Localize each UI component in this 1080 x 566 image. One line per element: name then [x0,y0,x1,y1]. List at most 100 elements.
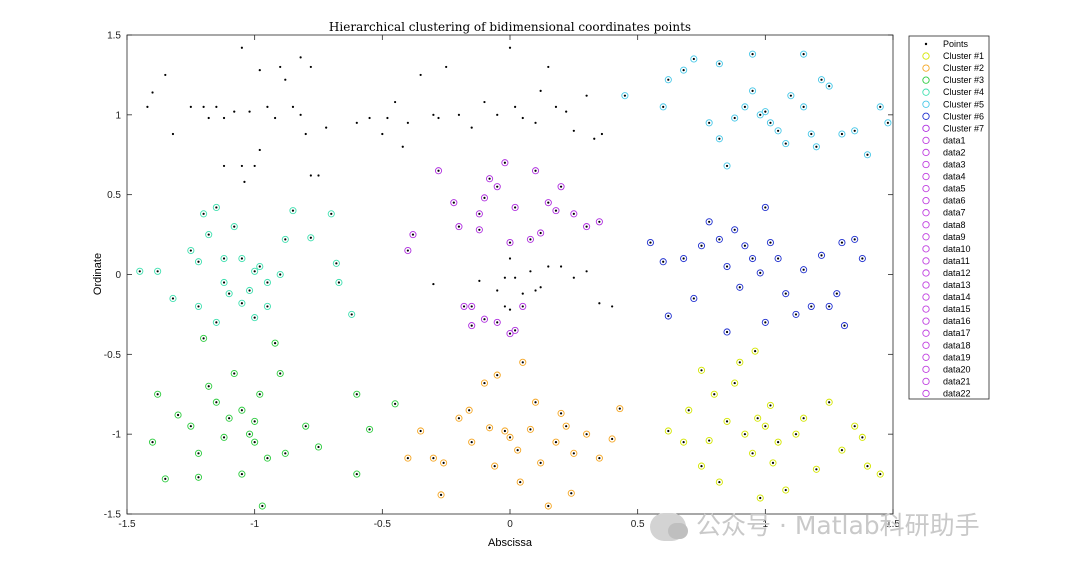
point-marker [355,393,358,396]
cluster-marker [531,398,540,406]
point-marker [496,113,499,116]
cluster-marker [480,194,489,202]
cluster-marker [761,422,769,430]
cluster-marker [595,218,603,226]
wechat-icon [650,513,688,541]
point-marker [559,265,563,268]
cluster-marker [567,489,575,497]
point-marker [718,137,721,140]
point-marker [810,305,813,308]
legend-label: Cluster #1 [943,51,984,61]
point-marker [496,373,499,377]
point-marker [794,313,798,316]
cluster-marker [787,92,795,100]
cluster-marker [858,254,866,263]
point-marker [406,249,409,252]
point-marker [802,53,805,56]
cluster-marker [570,210,578,218]
cluster-marker [263,454,271,462]
point-marker [861,436,864,439]
point-marker [649,241,652,244]
legend-label: data14 [943,292,971,302]
cluster-marker [251,438,259,446]
cluster-marker [353,390,361,398]
legend-label: data5 [943,184,966,194]
cluster-marker [851,235,859,243]
point-marker [207,385,210,388]
y-tick-label: -1 [112,430,121,441]
cluster-marker [353,470,361,478]
point-marker [810,132,813,136]
point-marker [725,164,729,168]
y-axis-ticks: 1.5 1 0.5 0 -0.5 -1 -1.5 [104,31,893,521]
point-marker [355,121,358,124]
cluster-marker [212,318,220,326]
cluster-marker [468,302,476,310]
cluster-marker [621,92,629,100]
point-marker [478,212,481,215]
point-marker [299,113,302,116]
cluster-marker [697,242,706,250]
point-marker [539,286,542,289]
cluster-marker [256,390,264,398]
point-marker [700,465,703,468]
point-marker [725,330,729,334]
point-marker [743,244,747,247]
cluster-marker [616,405,624,413]
point-marker [751,53,754,56]
cluster-marker [659,103,667,111]
point-marker [197,476,200,479]
cluster-marker [838,130,846,138]
point-marker [585,433,588,436]
point-marker [228,417,231,420]
point-marker [202,212,205,215]
point-marker [853,425,856,428]
cluster-marker [851,422,859,430]
cluster-marker [817,76,826,84]
cluster-marker [863,151,872,159]
point-marker [547,65,550,69]
cluster-marker [263,278,271,287]
point-marker [759,496,762,500]
point-marker [725,420,729,423]
cluster-marker [440,459,448,467]
legend-label: data12 [943,268,971,278]
cluster-marker [583,223,591,231]
point-marker [215,321,218,324]
point-marker [815,145,818,148]
point-marker [771,461,775,465]
point-marker [457,225,461,228]
point-marker [243,180,246,183]
point-marker [266,305,269,308]
cluster-marker [465,406,473,414]
cluster-marker [807,130,815,138]
point-marker [516,449,519,452]
cluster-marker [833,290,841,298]
cluster-marker [863,462,872,470]
cluster-marker [246,286,254,295]
legend-marker [922,365,930,373]
legend-marker [922,76,930,84]
point-marker [529,238,532,241]
point-marker [151,441,154,444]
cluster-marker [766,119,774,127]
cluster-marker [838,446,846,454]
x-axis-label: Abscissa [488,537,533,549]
point-marker [222,164,226,168]
point-marker [519,480,522,484]
point-marker [521,305,524,308]
cluster-marker [332,259,340,267]
point-marker [700,244,703,247]
legend-marker [922,64,930,72]
y-axis-label: Ordinate [92,253,104,295]
cluster-marker [281,449,289,457]
cluster-marker [741,103,749,111]
point-marker [279,65,282,69]
point-marker [457,113,461,116]
point-marker [611,437,614,441]
cluster-marker [225,414,233,422]
legend-label: data10 [943,244,971,254]
point-marker [534,401,537,404]
cluster-marker [552,207,560,215]
